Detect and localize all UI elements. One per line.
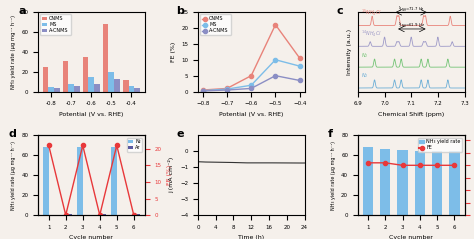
- Bar: [111, 147, 117, 215]
- Bar: [415, 151, 425, 215]
- Text: a: a: [19, 5, 26, 16]
- Text: $N_2$: $N_2$: [361, 51, 368, 60]
- Y-axis label: FE (%): FE (%): [167, 165, 172, 185]
- X-axis label: Cycle number: Cycle number: [389, 235, 433, 239]
- Y-axis label: FE (%): FE (%): [171, 42, 176, 62]
- Bar: [134, 88, 140, 92]
- Bar: [103, 24, 109, 92]
- Bar: [134, 214, 140, 215]
- Text: f: f: [328, 129, 333, 139]
- X-axis label: Time (h): Time (h): [238, 235, 264, 239]
- Legend: CNMS, MS, A-CNMS: CNMS, MS, A-CNMS: [201, 14, 230, 35]
- Text: b: b: [176, 5, 184, 16]
- Bar: [94, 84, 100, 92]
- Line: MS: MS: [201, 58, 302, 93]
- Bar: [128, 86, 134, 92]
- Y-axis label: NH₃ yield rate (μg mg⁻¹ h⁻¹): NH₃ yield rate (μg mg⁻¹ h⁻¹): [330, 141, 336, 210]
- Bar: [109, 72, 114, 92]
- A-CNMS: [297, 79, 302, 82]
- Bar: [54, 88, 60, 92]
- Text: d: d: [8, 129, 16, 139]
- X-axis label: Potential (V vs. RHE): Potential (V vs. RHE): [219, 112, 283, 117]
- X-axis label: Cycle number: Cycle number: [69, 235, 113, 239]
- Line: FE: FE: [366, 161, 456, 167]
- Text: $^{14}NH_4Cl$: $^{14}NH_4Cl$: [361, 29, 382, 39]
- MS: [224, 88, 230, 91]
- Bar: [68, 84, 74, 92]
- Text: e: e: [176, 129, 184, 139]
- Legend: CNMS, MS, A-CNMS: CNMS, MS, A-CNMS: [40, 14, 71, 35]
- Bar: [89, 77, 94, 92]
- A-CNMS: [248, 87, 254, 90]
- FE: [434, 164, 440, 167]
- Y-axis label: NH₃ yield rate (μg mg⁻¹ h⁻¹): NH₃ yield rate (μg mg⁻¹ h⁻¹): [10, 141, 16, 210]
- Bar: [74, 86, 80, 92]
- A-CNMS: [273, 74, 278, 77]
- Bar: [63, 61, 68, 92]
- MS: [273, 58, 278, 61]
- MS: [200, 89, 206, 92]
- CNMS: [273, 23, 278, 26]
- MS: [248, 84, 254, 87]
- CNMS: [224, 87, 230, 90]
- Y-axis label: NH₃ yield rate (μg mg⁻¹ h⁻¹): NH₃ yield rate (μg mg⁻¹ h⁻¹): [10, 15, 16, 89]
- A-CNMS: [224, 89, 230, 92]
- Bar: [43, 67, 48, 92]
- FE: [383, 161, 388, 164]
- Legend: N₂, Ar: N₂, Ar: [127, 138, 142, 152]
- Text: $^{15}NH_4Cl$: $^{15}NH_4Cl$: [361, 8, 382, 18]
- Bar: [66, 214, 72, 215]
- Bar: [114, 79, 120, 92]
- Bar: [380, 149, 391, 215]
- Y-axis label: Intensity (a.u.): Intensity (a.u.): [347, 29, 352, 75]
- CNMS: [200, 89, 206, 92]
- Text: $^1J_{NH}$=71.7 Hz: $^1J_{NH}$=71.7 Hz: [398, 4, 425, 15]
- A-CNMS: [200, 90, 206, 92]
- FE: [400, 164, 405, 167]
- Text: c: c: [337, 5, 343, 16]
- Bar: [363, 147, 373, 215]
- Bar: [449, 151, 460, 215]
- Legend: NH₃ yield rate, FE: NH₃ yield rate, FE: [418, 138, 462, 152]
- Bar: [48, 87, 54, 92]
- FE: [452, 164, 457, 167]
- Bar: [77, 147, 83, 215]
- FE: [417, 164, 423, 167]
- Bar: [397, 150, 408, 215]
- CNMS: [297, 57, 302, 60]
- Y-axis label: j (mA cm⁻²): j (mA cm⁻²): [168, 157, 174, 193]
- Bar: [123, 80, 128, 92]
- Bar: [43, 147, 49, 215]
- FE: [365, 161, 371, 164]
- Bar: [100, 214, 106, 215]
- Line: A-CNMS: A-CNMS: [201, 74, 302, 93]
- Bar: [83, 57, 89, 92]
- X-axis label: Chemical Shift (ppm): Chemical Shift (ppm): [378, 112, 444, 117]
- Bar: [432, 151, 442, 215]
- Line: CNMS: CNMS: [201, 23, 302, 92]
- CNMS: [248, 74, 254, 77]
- Text: $N_2$: $N_2$: [361, 71, 368, 81]
- Text: $^1J_{NH}$=61.9 Hz: $^1J_{NH}$=61.9 Hz: [398, 21, 425, 31]
- X-axis label: Potential (V vs. RHE): Potential (V vs. RHE): [59, 112, 123, 117]
- MS: [297, 65, 302, 68]
